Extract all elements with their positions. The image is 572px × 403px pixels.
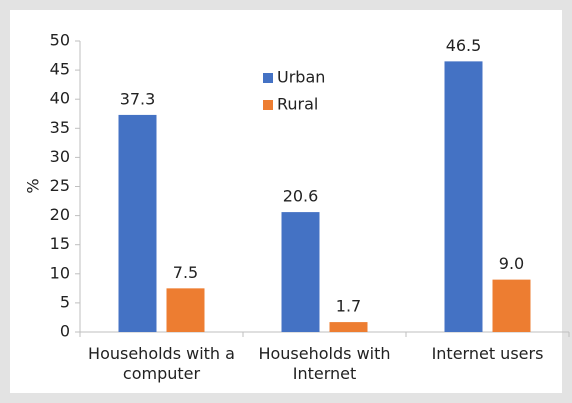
data-label: 9.0 — [499, 254, 524, 273]
y-tick-label: 45 — [50, 60, 70, 79]
data-label: 7.5 — [173, 263, 198, 282]
y-tick-label: 40 — [50, 89, 70, 108]
y-tick-label: 5 — [60, 292, 70, 311]
y-tick-label: 50 — [50, 31, 70, 50]
y-tick-label: 20 — [50, 205, 70, 224]
legend-swatch — [263, 100, 273, 110]
legend-swatch — [263, 73, 273, 83]
y-axis-label: % — [24, 178, 43, 193]
x-tick-label: Households with Internet — [258, 344, 391, 383]
data-label: 20.6 — [283, 187, 319, 206]
y-tick-label: 10 — [50, 263, 70, 282]
data-label: 46.5 — [446, 36, 482, 55]
bar — [118, 114, 157, 332]
y-tick-label: 0 — [60, 322, 70, 341]
x-tick-label: Households with a computer — [88, 344, 235, 383]
y-tick-label: 25 — [50, 176, 70, 195]
y-tick-label: 30 — [50, 147, 70, 166]
x-tick-label: Internet users — [431, 344, 544, 363]
bar — [329, 322, 368, 332]
data-label: 1.7 — [336, 297, 361, 316]
bar — [166, 288, 205, 332]
legend-label: Rural — [277, 95, 318, 114]
bar — [444, 61, 483, 333]
data-label: 37.3 — [120, 89, 156, 108]
y-tick-label: 35 — [50, 118, 70, 137]
bar — [492, 279, 531, 332]
legend-label: Urban — [277, 68, 325, 87]
bar — [281, 212, 320, 332]
y-tick-label: 15 — [50, 234, 70, 253]
